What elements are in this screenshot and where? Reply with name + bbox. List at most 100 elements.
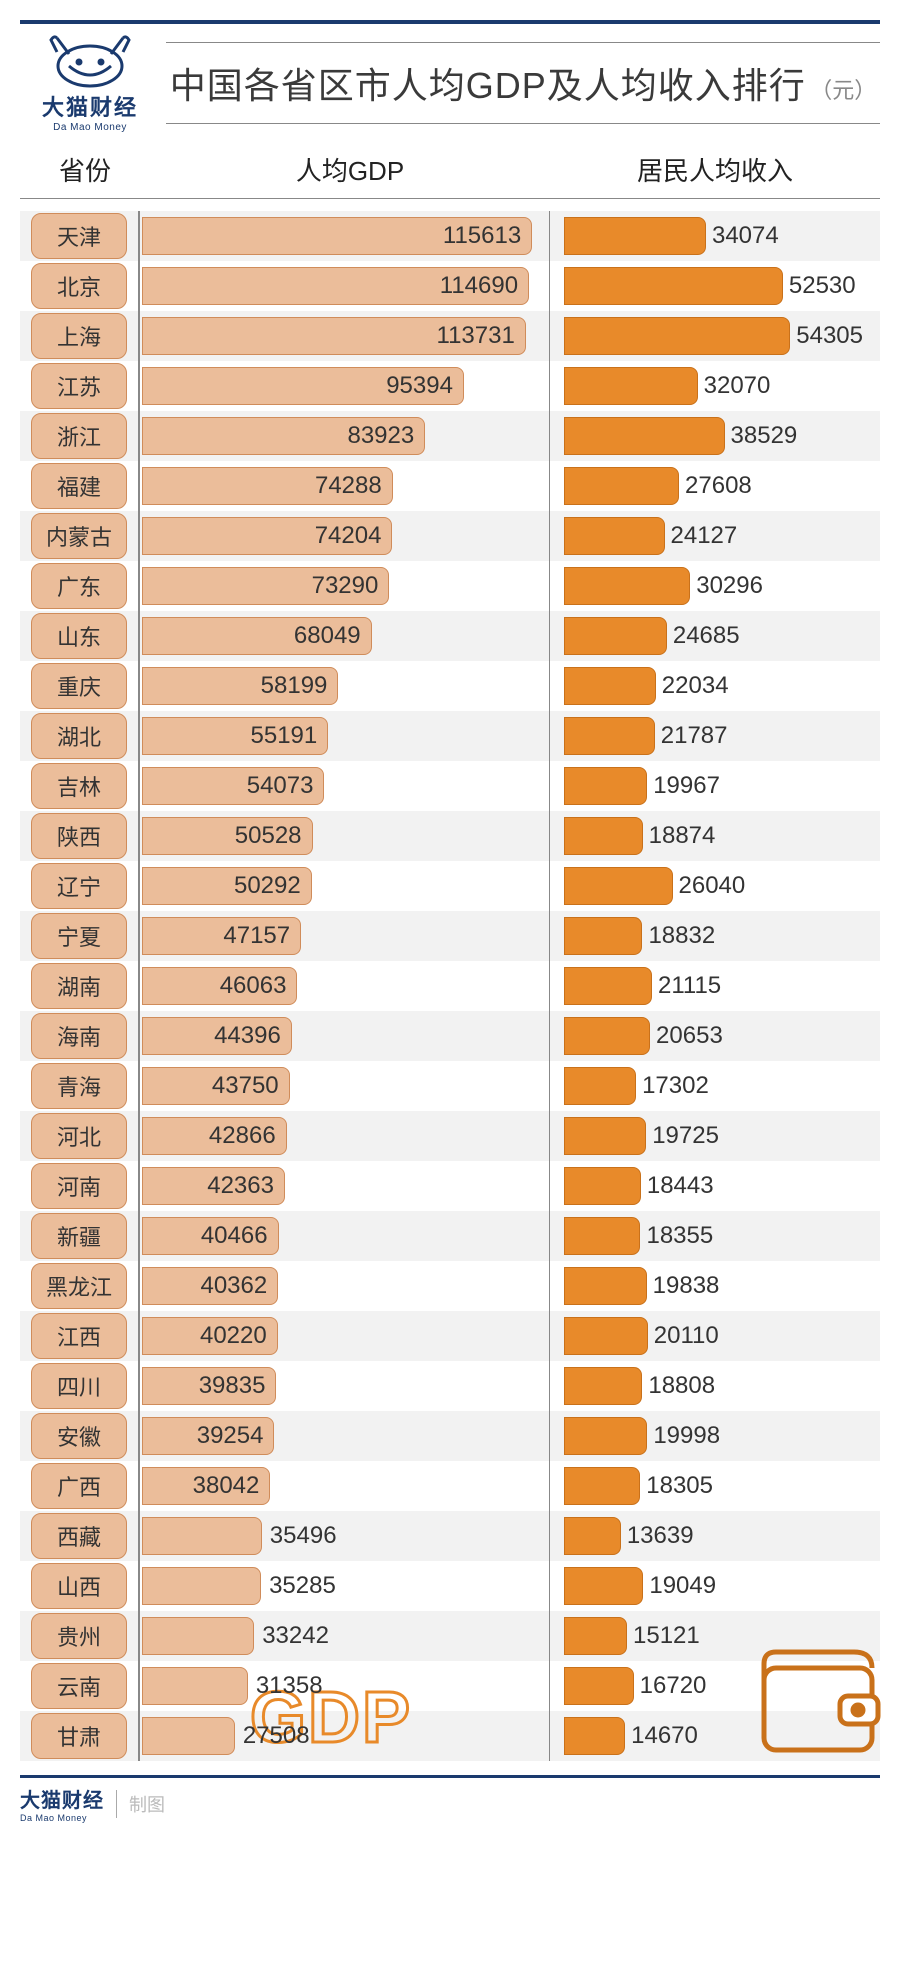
gdp-bar: 55191 <box>142 717 328 755</box>
income-value: 19049 <box>649 1572 716 1600</box>
table-row: 福建7428827608 <box>20 461 880 511</box>
province-chip: 湖南 <box>31 963 127 1009</box>
income-bar <box>564 367 698 405</box>
gdp-bar: 58199 <box>142 667 338 705</box>
gdp-value: 40362 <box>200 1272 267 1300</box>
gdp-value: 35496 <box>270 1522 337 1550</box>
table-row: 广西3804218305 <box>20 1461 880 1511</box>
income-bar <box>564 1467 640 1505</box>
province-chip: 江苏 <box>31 363 127 409</box>
income-bar <box>564 1017 650 1055</box>
income-value: 16720 <box>640 1672 707 1700</box>
brand-name-en: Da Mao Money <box>20 122 160 133</box>
gdp-value: 40220 <box>200 1322 267 1350</box>
province-chip: 湖北 <box>31 713 127 759</box>
gdp-bar: 43750 <box>142 1067 290 1105</box>
income-value: 18832 <box>648 922 715 950</box>
income-value: 20653 <box>656 1022 723 1050</box>
income-bar <box>564 1167 641 1205</box>
province-chip: 海南 <box>31 1013 127 1059</box>
income-bar <box>564 1667 634 1705</box>
income-bar <box>564 1367 642 1405</box>
gdp-bar <box>142 1617 254 1655</box>
income-value: 34074 <box>712 222 779 250</box>
header: 大猫财经 Da Mao Money 中国各省区市人均GDP及人均收入排行 （元） <box>20 20 880 133</box>
province-chip: 宁夏 <box>31 913 127 959</box>
income-value: 38529 <box>731 422 798 450</box>
income-bar <box>564 767 647 805</box>
page-title: 中国各省区市人均GDP及人均收入排行 <box>170 65 806 106</box>
income-bar <box>564 217 706 255</box>
gdp-value: 40466 <box>201 1222 268 1250</box>
income-value: 52530 <box>789 272 856 300</box>
gdp-bar: 54073 <box>142 767 324 805</box>
province-chip: 江西 <box>31 1313 127 1359</box>
province-chip: 安徽 <box>31 1413 127 1459</box>
province-chip: 新疆 <box>31 1213 127 1259</box>
income-bar <box>564 417 725 455</box>
gdp-bar: 46063 <box>142 967 297 1005</box>
gdp-bar: 114690 <box>142 267 529 305</box>
table-row: 甘肃2750814670 <box>20 1711 880 1761</box>
province-chip: 内蒙古 <box>31 513 127 559</box>
income-bar <box>564 817 643 855</box>
income-value: 13639 <box>627 1522 694 1550</box>
gdp-bar <box>142 1667 248 1705</box>
gdp-value: 54073 <box>247 772 314 800</box>
gdp-bar: 74204 <box>142 517 392 555</box>
table-row: 云南3135816720 <box>20 1661 880 1711</box>
column-headers: 省份 人均GDP 居民人均收入 <box>20 151 880 199</box>
province-chip: 河南 <box>31 1163 127 1209</box>
gdp-bar: 44396 <box>142 1017 292 1055</box>
income-value: 14670 <box>631 1722 698 1750</box>
province-chip: 四川 <box>31 1363 127 1409</box>
income-value: 22034 <box>662 672 729 700</box>
gdp-bar: 50528 <box>142 817 313 855</box>
gdp-value: 44396 <box>214 1022 281 1050</box>
gdp-bar: 47157 <box>142 917 301 955</box>
table-row: 上海11373154305 <box>20 311 880 361</box>
gdp-value: 46063 <box>220 972 287 1000</box>
gdp-value: 33242 <box>262 1622 329 1650</box>
gdp-bar: 39254 <box>142 1417 274 1455</box>
table-row: 青海4375017302 <box>20 1061 880 1111</box>
title-unit: （元） <box>810 78 876 103</box>
income-bar <box>564 1567 643 1605</box>
province-chip: 黑龙江 <box>31 1263 127 1309</box>
table-row: 重庆5819922034 <box>20 661 880 711</box>
gdp-bar: 83923 <box>142 417 425 455</box>
province-chip: 浙江 <box>31 413 127 459</box>
gdp-value: 73290 <box>312 572 379 600</box>
income-value: 54305 <box>796 322 863 350</box>
gdp-value: 47157 <box>223 922 290 950</box>
income-bar <box>564 267 783 305</box>
gdp-value: 31358 <box>256 1672 323 1700</box>
income-bar <box>564 617 667 655</box>
gdp-value: 95394 <box>386 372 453 400</box>
province-chip: 天津 <box>31 213 127 259</box>
income-value: 21115 <box>658 972 721 1000</box>
income-value: 26040 <box>679 872 746 900</box>
income-bar <box>564 1217 640 1255</box>
table-row: 江西 40220 20110 <box>20 1311 880 1361</box>
income-bar <box>564 517 665 555</box>
province-chip: 广东 <box>31 563 127 609</box>
gdp-bar: 113731 <box>142 317 526 355</box>
income-value: 19725 <box>652 1122 719 1150</box>
gdp-value: 50528 <box>235 822 302 850</box>
gdp-bar: 115613 <box>142 217 532 255</box>
income-value: 20110 <box>654 1322 719 1350</box>
gdp-value: 39835 <box>199 1372 266 1400</box>
income-value: 18443 <box>647 1172 714 1200</box>
income-bar <box>564 917 642 955</box>
income-bar <box>564 317 790 355</box>
gdp-bar: 40220 <box>142 1317 278 1355</box>
gdp-value: 114690 <box>440 272 518 300</box>
col-header-gdp: 人均GDP <box>150 151 550 188</box>
income-bar <box>564 667 656 705</box>
income-value: 21787 <box>661 722 728 750</box>
province-chip: 青海 <box>31 1063 127 1109</box>
table-row: 安徽3925419998 <box>20 1411 880 1461</box>
table-row: 湖南 46063 21115 <box>20 961 880 1011</box>
gdp-value: 43750 <box>212 1072 279 1100</box>
